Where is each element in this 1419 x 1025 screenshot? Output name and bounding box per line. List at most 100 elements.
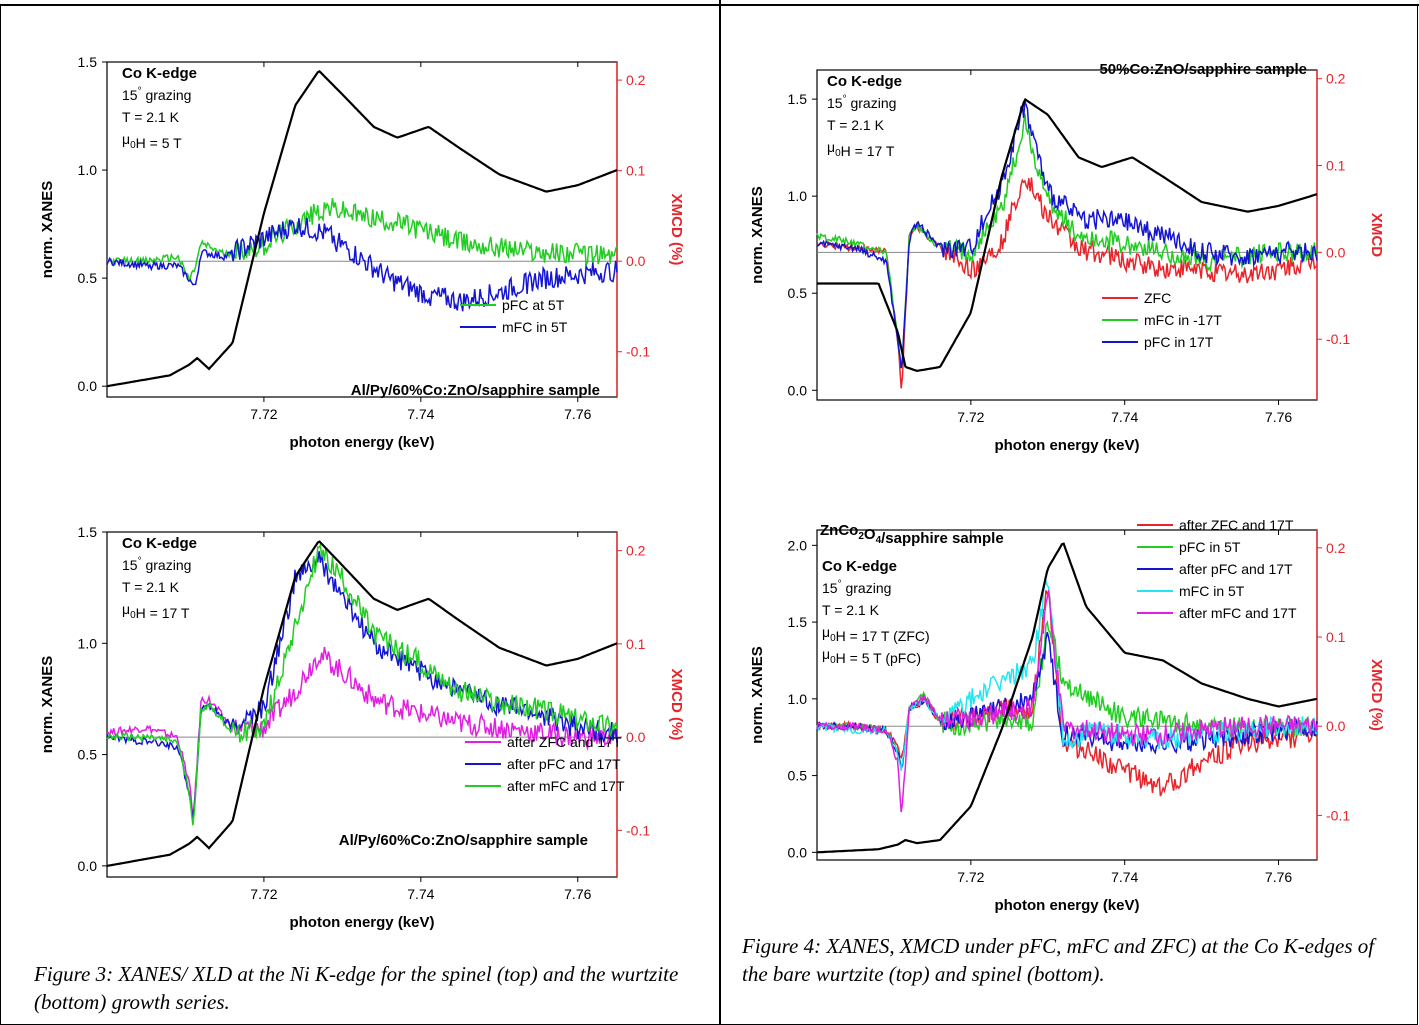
annotation-line: T = 2.1 K xyxy=(827,117,885,133)
sample-label: ZnCo2O4/sapphire sample xyxy=(820,522,1004,547)
xmcd-series-line xyxy=(816,177,1318,389)
legend-label: after ZFC and 17T xyxy=(1179,517,1294,533)
xanes-line xyxy=(106,69,618,388)
y-tick-label: 0.0 xyxy=(788,382,808,398)
y2-tick-label: -0.1 xyxy=(626,822,650,838)
y-tick-label: 0.5 xyxy=(788,768,808,784)
annotation-line: Co K-edge xyxy=(822,558,897,575)
y-axis-label: norm. XANES xyxy=(749,646,766,744)
x-tick-label: 7.74 xyxy=(407,886,434,902)
y2-tick-label: -0.1 xyxy=(1326,331,1350,347)
sample-label: 50%Co:ZnO/sapphire sample xyxy=(1099,61,1307,78)
xmcd-series-line xyxy=(106,217,618,312)
y2-tick-label: 0.1 xyxy=(626,163,646,179)
chart-fig4-bottom: 7.72 7.74 7.76 0.0 0.5 1.0 1.5 2.0 -0.1 0.0 0.1 0.2… xyxy=(749,517,1385,914)
y2-tick-label: 0.2 xyxy=(626,543,646,559)
y2-tick-label: 0.2 xyxy=(1326,540,1346,556)
x-tick-label: 7.72 xyxy=(957,409,984,425)
y-tick-label: 1.0 xyxy=(78,635,98,651)
annotation-line: 15° grazing xyxy=(122,556,191,573)
y-axis-label: norm. XANES xyxy=(749,186,766,284)
legend-label: pFC at 5T xyxy=(502,297,565,313)
xmcd-series-line xyxy=(816,589,1318,797)
x-axis-label: photon energy (keV) xyxy=(289,434,434,451)
legend-label: after mFC and 17T xyxy=(507,778,625,794)
y-axis-label: norm. XANES xyxy=(39,656,56,754)
annotation-line: μ0H = 17 T xyxy=(122,601,190,621)
y2-tick-label: 0.2 xyxy=(1326,71,1346,87)
y2-tick-label: 0.1 xyxy=(1326,158,1346,174)
legend-label: after mFC and 17T xyxy=(1179,605,1297,621)
x-tick-label: 7.76 xyxy=(564,406,591,422)
x-tick-label: 7.74 xyxy=(1111,409,1138,425)
annotation-line: T = 2.1 K xyxy=(122,579,180,595)
annotation-line: 15° grazing xyxy=(122,86,191,103)
legend-label: after pFC and 17T xyxy=(1179,561,1293,577)
legend-label: after ZFC and 17T xyxy=(507,734,622,750)
x-axis-label: photon energy (keV) xyxy=(994,437,1139,454)
y-tick-label: 0.0 xyxy=(78,858,98,874)
plot-frame xyxy=(106,61,618,398)
annotation-line: Co K-edge xyxy=(827,73,902,90)
y-tick-label: 1.0 xyxy=(788,188,808,204)
chart-fig3-bottom: 7.72 7.74 7.76 0.0 0.5 1.0 1.5 -0.1 0.0 0.1 0.2 pho… xyxy=(39,524,685,931)
y-tick-label: 1.5 xyxy=(788,91,808,107)
y2-axis-label: XMCD (%) xyxy=(1368,659,1385,731)
xanes-line xyxy=(106,540,618,867)
x-tick-label: 7.72 xyxy=(957,869,984,885)
x-tick-label: 7.76 xyxy=(564,886,591,902)
y-tick-label: 1.5 xyxy=(78,524,98,540)
y-tick-label: 1.5 xyxy=(78,54,98,70)
column-divider xyxy=(719,0,721,1025)
y-tick-label: 0.5 xyxy=(78,747,98,763)
y-tick-label: 0.5 xyxy=(78,270,98,286)
y2-tick-label: 0.1 xyxy=(626,636,646,652)
legend-label: pFC in 17T xyxy=(1144,334,1214,350)
x-tick-label: 7.72 xyxy=(250,406,277,422)
legend-label: mFC in -17T xyxy=(1144,312,1222,328)
y2-tick-label: 0.0 xyxy=(1326,244,1346,260)
y-tick-label: 0.0 xyxy=(788,844,808,860)
y2-axis-label: XMCD (%) xyxy=(668,194,685,266)
annotation-line: 15° grazing xyxy=(822,579,891,596)
annotation-line: μ0H = 17 T (ZFC) xyxy=(822,624,930,644)
figure-3-caption: Figure 3: XANES/ XLD at the Ni K-edge fo… xyxy=(34,962,679,1014)
annotation-line: T = 2.1 K xyxy=(122,109,180,125)
figure-4-caption: Figure 4: XANES, XMCD under pFC, mFC and… xyxy=(742,934,1375,986)
x-axis-label: photon energy (keV) xyxy=(289,914,434,931)
x-tick-label: 7.74 xyxy=(407,406,434,422)
annotation-line: 15° grazing xyxy=(827,94,896,111)
plot-frame xyxy=(816,529,1318,861)
xmcd-series-line xyxy=(107,197,618,281)
chart-fig3-top: 7.72 7.74 7.76 0.0 0.5 1.0 1.5 -0.1 0.0 0.1 0.2 pho… xyxy=(39,54,685,451)
y-tick-label: 0.0 xyxy=(78,378,98,394)
xmcd-series-line xyxy=(816,590,1318,813)
y2-axis-label: XMCD (%) xyxy=(668,669,685,741)
sample-label: Al/Py/60%Co:ZnO/sapphire sample xyxy=(351,382,600,399)
annotation-line: μ0H = 17 T xyxy=(827,139,895,159)
y2-tick-label: -0.1 xyxy=(626,344,650,360)
legend-label: ZFC xyxy=(1144,290,1171,306)
chart-fig4-top: 7.72 7.74 7.76 0.0 0.5 1.0 1.5 -0.1 0.0 0.1 0.2 pho… xyxy=(749,61,1385,454)
plot-frame xyxy=(816,69,1318,401)
y-tick-label: 1.0 xyxy=(788,691,808,707)
sample-label: Al/Py/60%Co:ZnO/sapphire sample xyxy=(339,832,588,849)
legend-label: mFC in 5T xyxy=(502,319,568,335)
y-tick-label: 1.0 xyxy=(78,162,98,178)
y2-axis-label: XMCD xyxy=(1368,213,1385,257)
annotation-line: Co K-edge xyxy=(122,535,197,552)
y2-tick-label: 0.0 xyxy=(626,253,646,269)
y-axis-label: norm. XANES xyxy=(39,181,56,279)
x-tick-label: 7.72 xyxy=(250,886,277,902)
x-tick-label: 7.74 xyxy=(1111,869,1138,885)
y-tick-label: 0.5 xyxy=(788,285,808,301)
annotation-line: μ0H = 5 T xyxy=(122,131,182,151)
xmcd-series-line xyxy=(816,101,1318,369)
x-axis-label: photon energy (keV) xyxy=(994,897,1139,914)
annotation-line: T = 2.1 K xyxy=(822,602,880,618)
legend-label: pFC in 5T xyxy=(1179,539,1241,555)
y2-tick-label: 0.0 xyxy=(626,729,646,745)
xanes-line xyxy=(817,97,1318,373)
y2-tick-label: -0.1 xyxy=(1326,807,1350,823)
legend-label: after pFC and 17T xyxy=(507,756,621,772)
